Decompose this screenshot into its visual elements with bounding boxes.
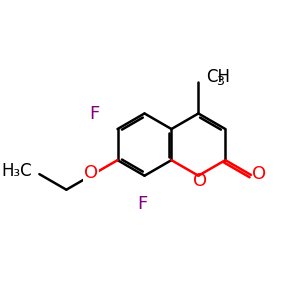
Text: O: O (84, 164, 98, 182)
Text: CH: CH (206, 68, 230, 86)
Text: F: F (137, 196, 148, 214)
Text: F: F (89, 105, 99, 123)
Text: O: O (252, 165, 266, 183)
Text: 3: 3 (216, 75, 224, 88)
Text: H₃C: H₃C (1, 162, 32, 180)
Text: O: O (193, 172, 207, 190)
